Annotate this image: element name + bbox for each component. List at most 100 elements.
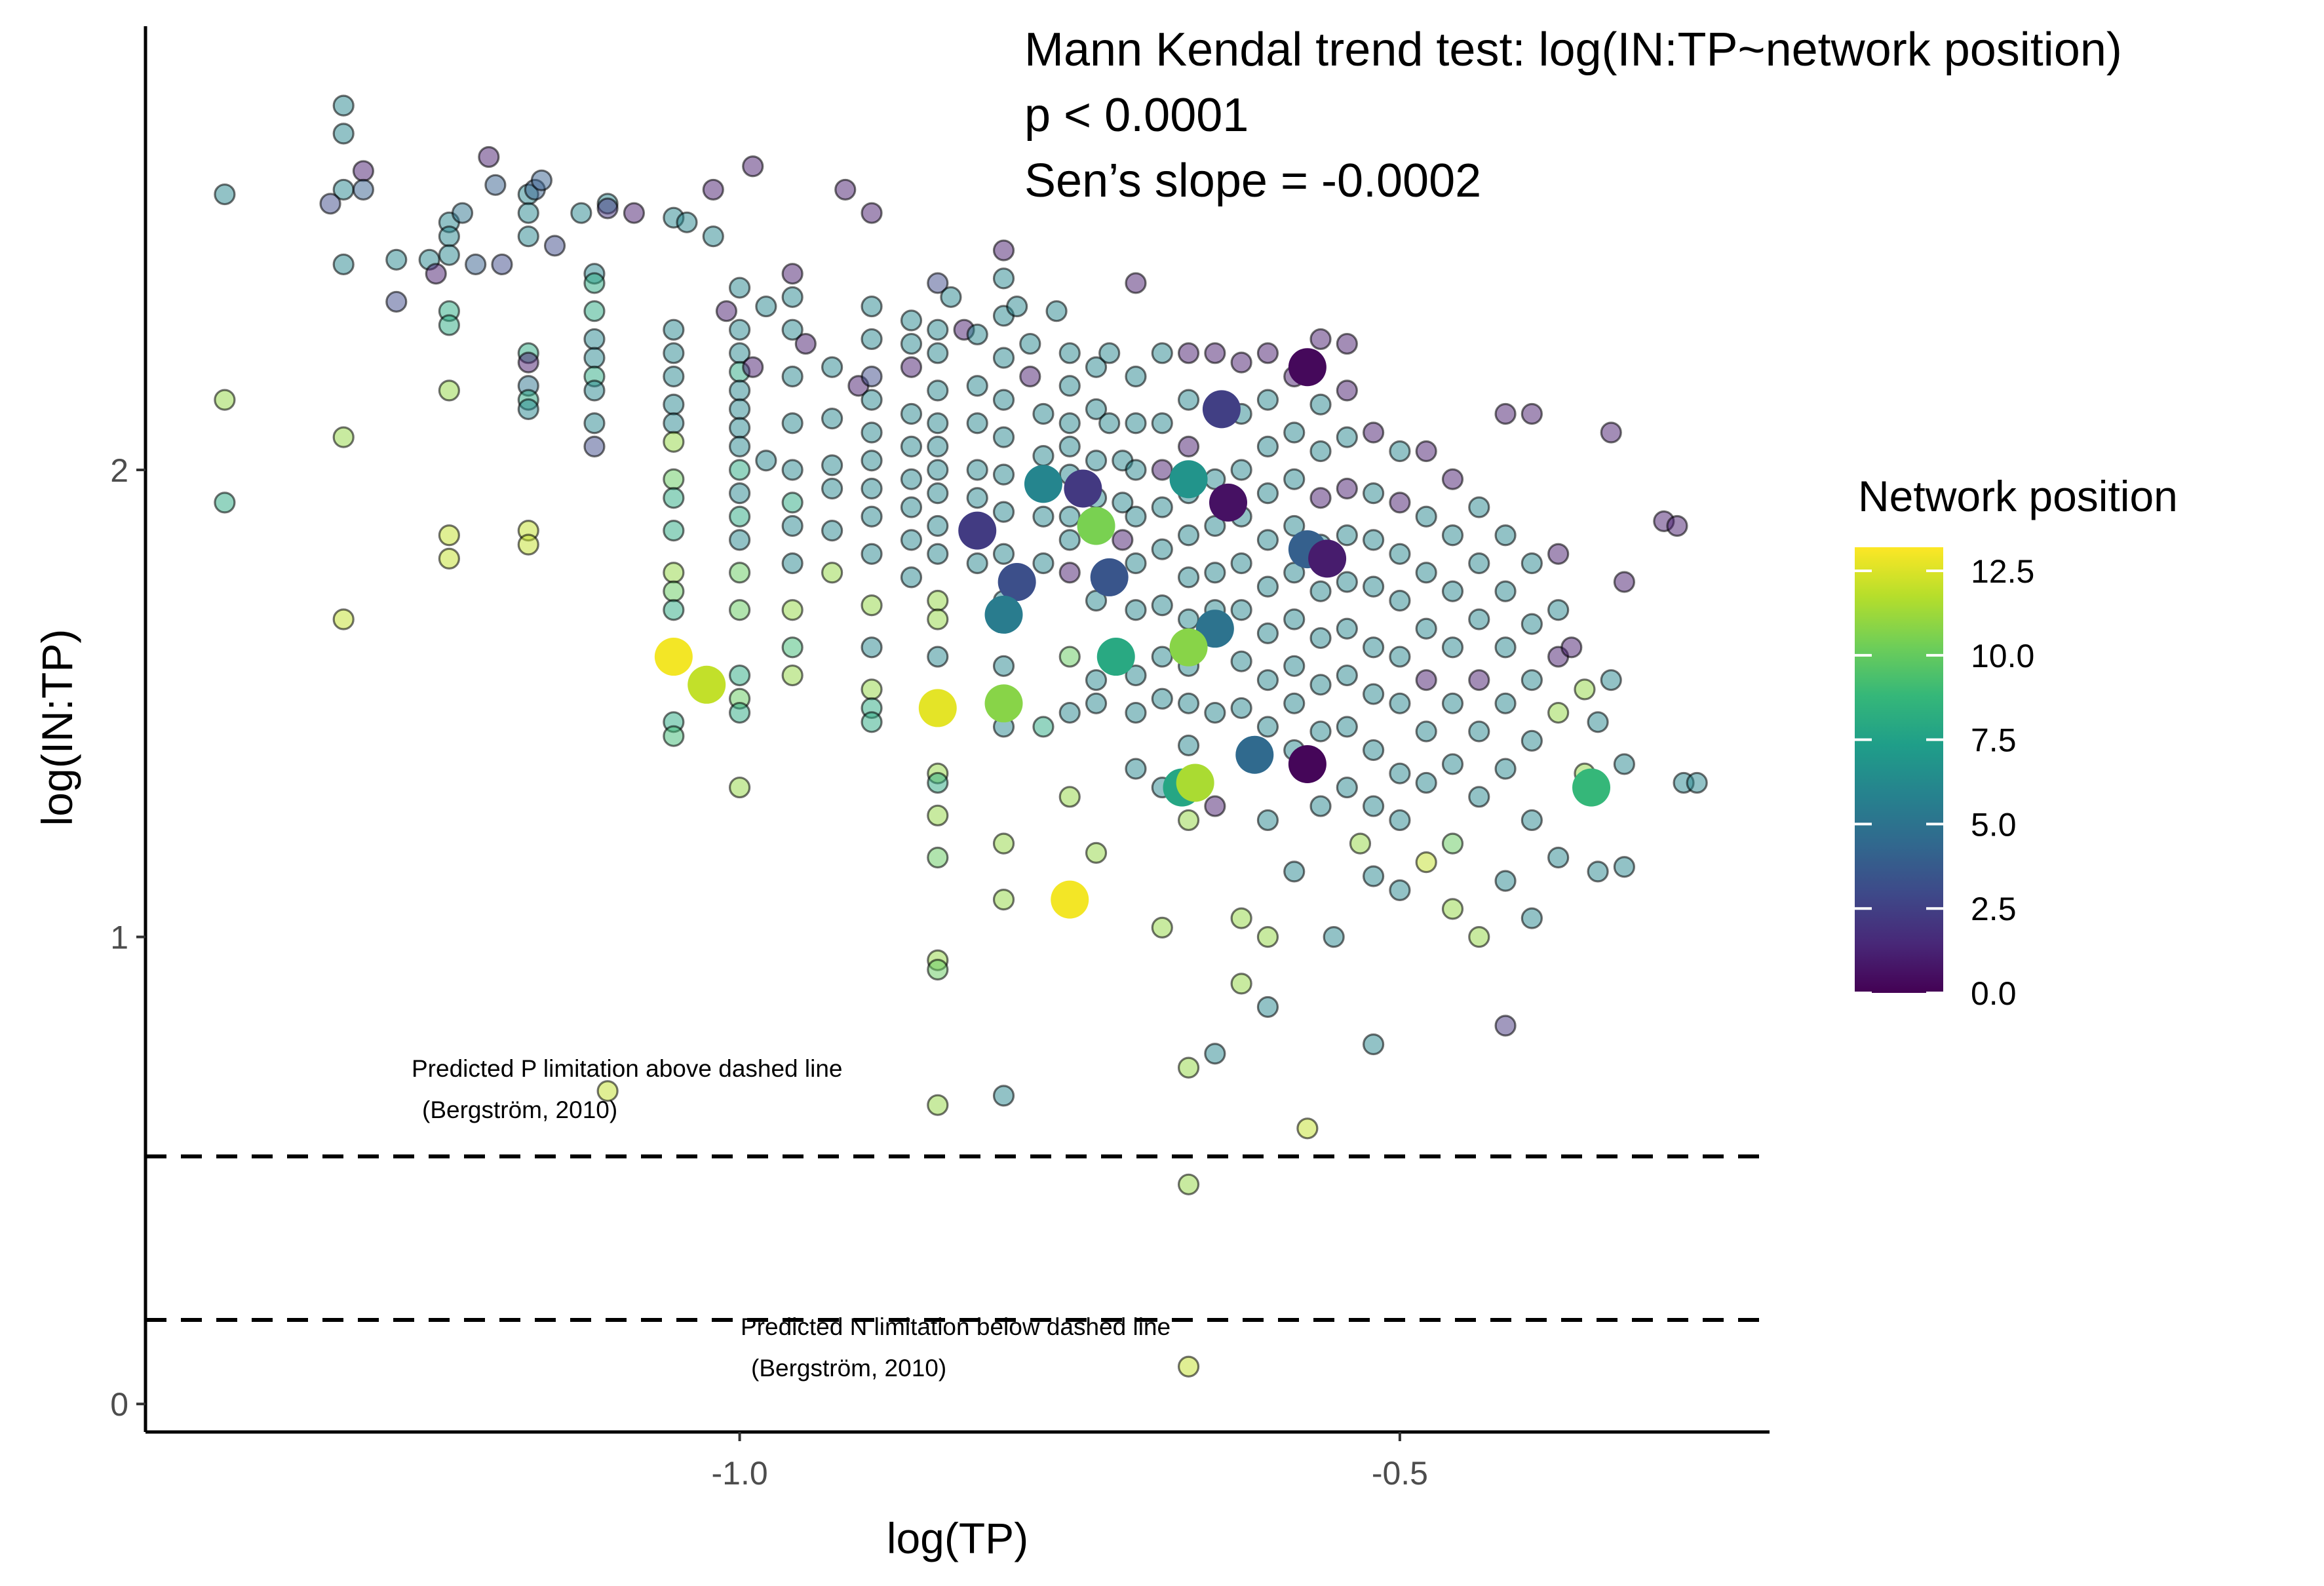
data-point: [927, 846, 949, 869]
data-point: [1389, 589, 1411, 612]
data-point: [1309, 393, 1332, 416]
data-point: [1309, 627, 1332, 649]
data-point: [1520, 669, 1543, 691]
data-point: [927, 459, 949, 481]
data-point: [1177, 389, 1200, 411]
data-point: [821, 454, 843, 476]
data-point: [1613, 856, 1635, 878]
legend-title: Network position: [1858, 472, 2178, 520]
data-point: [1230, 552, 1252, 575]
data-point: [702, 225, 724, 248]
data-point: [1363, 1033, 1385, 1056]
data-point: [1520, 552, 1543, 575]
data-point: [1151, 687, 1173, 710]
data-point: [1085, 450, 1108, 472]
data-point: [781, 599, 804, 621]
data-point: [927, 771, 949, 794]
data-point: [1151, 342, 1173, 364]
data-point: [900, 356, 923, 378]
colorbar: [1855, 547, 1943, 993]
highlighted-point: [1572, 768, 1611, 807]
data-point: [781, 365, 804, 388]
data-point: [1415, 562, 1437, 584]
data-point: [1256, 435, 1279, 457]
data-point: [663, 487, 685, 509]
data-point: [1336, 617, 1358, 640]
data-point: [517, 225, 539, 248]
data-point: [1085, 398, 1108, 420]
highlighted-point: [1288, 745, 1327, 783]
data-point: [1058, 342, 1081, 364]
data-point: [742, 356, 764, 378]
data-point: [1441, 753, 1464, 775]
data-point: [1006, 295, 1028, 318]
data-point: [1336, 477, 1358, 500]
highlighted-point: [1096, 638, 1135, 676]
data-point: [1441, 898, 1464, 920]
data-point: [214, 183, 236, 206]
data-point: [1045, 300, 1068, 322]
data-point: [663, 365, 685, 388]
data-point: [1389, 879, 1411, 901]
data-point: [583, 412, 606, 435]
data-point: [1151, 538, 1173, 560]
data-point: [821, 520, 843, 542]
data-point: [1520, 809, 1543, 832]
y-tick-label: 1: [110, 919, 128, 956]
data-point: [465, 253, 487, 276]
data-point: [663, 342, 685, 364]
data-point: [484, 174, 507, 196]
data-point: [214, 389, 236, 411]
data-point: [781, 459, 804, 481]
highlighted-point: [997, 563, 1036, 602]
data-point: [596, 1080, 619, 1102]
data-point: [927, 514, 949, 537]
data-point: [966, 412, 988, 435]
data-point: [1230, 599, 1252, 621]
data-point: [1363, 739, 1385, 762]
data-point: [1468, 786, 1490, 808]
colorbar-label: 5.0: [1971, 806, 2017, 843]
data-point: [1363, 575, 1385, 598]
data-point: [1309, 720, 1332, 743]
data-point: [517, 398, 539, 420]
data-point: [1600, 669, 1622, 691]
data-point: [1177, 435, 1200, 457]
data-point: [1019, 332, 1041, 355]
highlighted-point: [654, 638, 693, 676]
data-point: [332, 94, 355, 117]
data-point: [1058, 529, 1081, 551]
data-point: [1283, 692, 1306, 714]
data-point: [927, 589, 949, 612]
data-point: [927, 319, 949, 341]
data-point: [438, 225, 460, 248]
data-point: [1666, 514, 1688, 537]
data-point: [1309, 487, 1332, 509]
data-point: [583, 347, 606, 369]
data-point: [1256, 529, 1279, 551]
data-point: [900, 496, 923, 518]
highlighted-point: [1308, 539, 1347, 578]
data-point: [1613, 753, 1635, 775]
data-point: [1256, 622, 1279, 645]
highlighted-point: [1209, 483, 1247, 522]
highlighted-point: [1090, 558, 1129, 596]
data-point: [966, 459, 988, 481]
data-point: [861, 477, 883, 500]
data-point: [1415, 771, 1437, 794]
data-point: [1283, 468, 1306, 490]
data-point: [966, 323, 988, 345]
data-point: [1032, 445, 1055, 467]
data-point: [1363, 683, 1385, 705]
data-point: [1494, 870, 1517, 892]
data-point: [1256, 716, 1279, 738]
data-point: [1600, 421, 1622, 444]
highlighted-point: [1064, 469, 1102, 508]
highlighted-point: [1195, 609, 1234, 648]
highlighted-point: [1288, 348, 1327, 387]
data-point: [663, 431, 685, 453]
data-point: [1230, 907, 1252, 929]
data-point: [438, 244, 460, 266]
data-point: [1058, 562, 1081, 584]
data-point: [1177, 608, 1200, 630]
